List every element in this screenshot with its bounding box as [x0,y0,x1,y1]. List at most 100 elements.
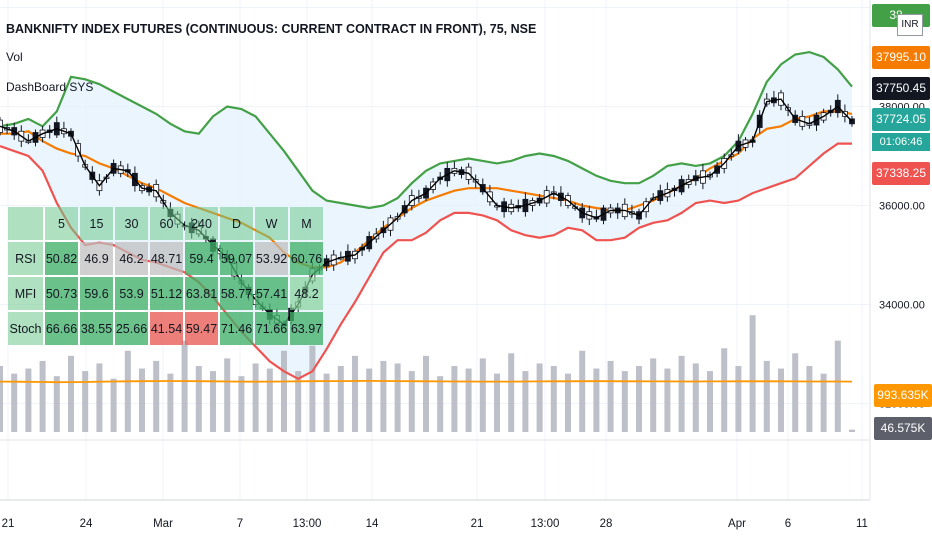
volume-bar [224,358,231,432]
volume-bar [593,368,600,432]
bollinger-band-fill [0,52,852,379]
row-label: Stoch [8,312,43,345]
volume-bar [494,373,500,432]
dashboard-cell: 53.92 [255,242,288,275]
dashboard-cell: 41.54 [150,312,183,345]
dashboard-cell: 59.4 [185,242,218,275]
volume-bar [522,371,529,432]
time-axis-label: 11 [856,518,868,530]
volume-bar [423,355,429,432]
time-axis-label: 24 [80,518,93,530]
row-label: RSI [8,242,43,275]
timeframe-header: D [220,207,253,240]
volume-bar [252,363,259,432]
volume-bar [636,366,642,432]
dashboard-cell: 59.6 [80,277,113,310]
volume-bar [309,345,316,432]
dashboard-cell: 46.9 [80,242,113,275]
volume-bar [778,368,784,432]
dashboard-cell: 58.77 [220,277,253,310]
dashboard-indicator-label[interactable]: DashBoard SYS [6,80,94,94]
timeframe-header: 240 [185,207,218,240]
dashboard-cell: 50.82 [45,242,78,275]
price-tag: 01:06:46 [872,133,930,151]
dashboard-corner [8,207,43,240]
volume-bar [664,368,671,432]
price-tag: 37995.10 [872,46,930,69]
volume-bar [96,363,103,432]
volume-bar [323,373,330,432]
dashboard-table: 5 15 30 60 240 D W M RSI 50.82 46.9 46.2… [6,205,325,347]
volume-bar [266,368,273,432]
dashboard-cell: 59.47 [185,312,218,345]
time-axis-label: 28 [600,518,613,530]
dashboard-cell: 46.2 [115,242,148,275]
dashboard-cell: 71.46 [220,312,253,345]
dashboard-cell: 71.66 [255,312,288,345]
volume-bar [763,360,770,432]
volume-bar [479,358,486,432]
volume-bar [82,371,89,432]
volume-bar [124,350,131,432]
chart-grid [0,0,870,500]
dashboard-cell: 57.41 [255,277,288,310]
time-axis-label: 21 [2,518,15,530]
dashboard-cell: 38.55 [80,312,113,345]
price-tag: 37750.45 [872,77,930,100]
chart-title: BANKNIFTY INDEX FUTURES (CONTINUOUS: CUR… [6,22,537,36]
dashboard-cell: 48.71 [150,242,183,275]
time-axis-label: 13:00 [293,518,322,530]
timeframe-header: 15 [80,207,113,240]
time-axis-label: Mar [153,518,173,530]
volume-indicator-label[interactable]: Vol [6,50,23,64]
price-tag: 37724.05 [872,108,930,131]
volume-bar [394,363,401,432]
volume-bar [11,373,18,432]
timeframe-header: W [255,207,288,240]
volume-bar [295,371,302,432]
volume-bar [792,353,799,432]
volume-bar [806,366,813,432]
dashboard-cell: 51.12 [150,277,183,310]
dashboard-cell: 59.07 [220,242,253,275]
dashboard-cell: 50.73 [45,277,78,310]
volume-bar [153,360,160,432]
volume-bar [621,371,628,432]
volume-bar [0,366,3,432]
volume-bar [437,376,444,432]
time-axis-label: 21 [471,518,484,530]
volume-bar [451,366,458,432]
dashboard-cell: 25.66 [115,312,148,345]
volume-bar [650,358,657,432]
volume-bar [195,366,202,432]
volume-bar [366,368,373,432]
time-axis-label: Apr [728,518,746,530]
volume-bar [281,350,287,432]
currency-selector[interactable]: INR [897,14,923,36]
volume-bar [380,360,387,432]
volume-bar [167,373,174,432]
volume-bar [337,366,344,432]
volume-bar [678,355,685,432]
upper-band-line [0,50,853,210]
volume-bar [565,373,571,432]
timeframe-header: 60 [150,207,183,240]
dashboard-cell: 60.76 [290,242,323,275]
volume-bar [536,363,543,432]
timeframe-header: 5 [45,207,78,240]
volume-bar [508,353,515,432]
fast-line [0,98,853,326]
dashboard-cell: 63.81 [185,277,218,310]
dashboard-cell: 53.9 [115,277,148,310]
time-axis-label: 6 [785,518,791,530]
volume-bar [735,366,742,432]
volume-bars [0,315,855,432]
volume-bar [110,378,117,432]
price-tag: 37338.25 [872,162,930,185]
volume-tag: 46.575K [874,417,932,440]
volume-tag: 993.635K [874,384,932,407]
volume-bar [692,363,699,432]
volume-bar [550,366,557,432]
dashboard-cell: 66.66 [45,312,78,345]
